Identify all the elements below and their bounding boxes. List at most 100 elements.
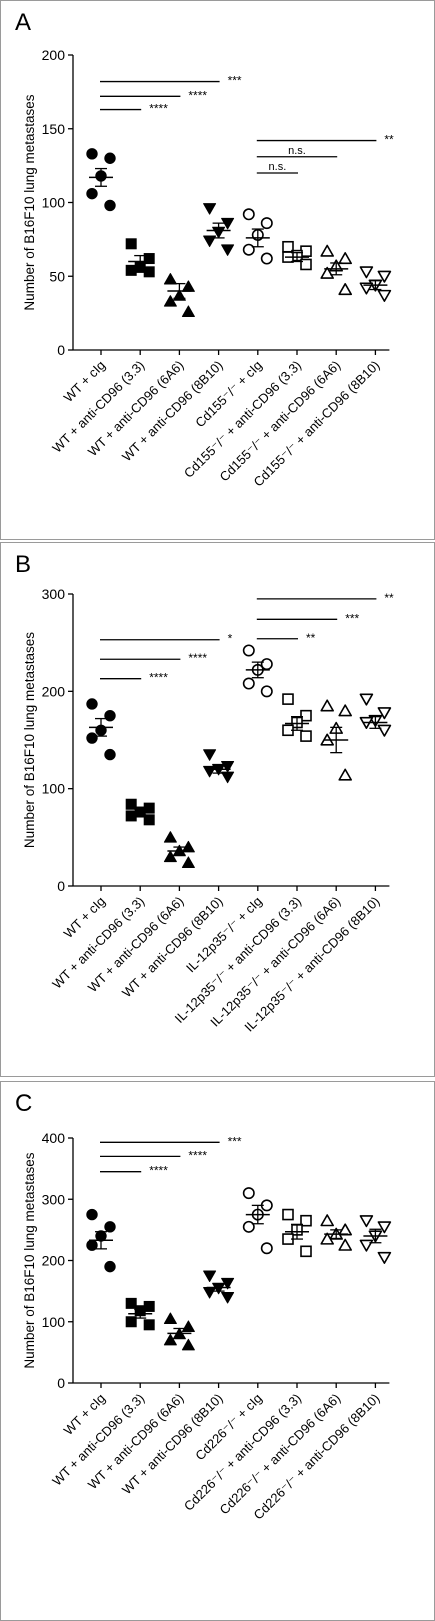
panel-label: B [15, 551, 32, 578]
panel-b: B 0 100 200 300 Number of B16F10 lung metast… [0, 542, 435, 1077]
data-point [143, 266, 155, 278]
data-point [320, 699, 334, 712]
y-tick-label: 100 [42, 195, 66, 211]
data-point [125, 238, 137, 250]
significance-label: ** [384, 133, 394, 147]
data-point [163, 273, 177, 285]
y-tick-label: 300 [42, 1191, 66, 1207]
panel-label: C [15, 1090, 33, 1117]
data-point [104, 199, 116, 212]
data-point [377, 270, 392, 283]
data-point [282, 1208, 294, 1221]
data-point [300, 1214, 312, 1227]
y-tick-label: 0 [57, 878, 65, 894]
data-point [203, 749, 217, 761]
y-tick-label: 300 [42, 586, 66, 602]
data-point [203, 235, 217, 248]
data-point [242, 644, 255, 657]
y-tick-label: 400 [42, 1130, 66, 1146]
data-point [203, 203, 217, 215]
data-point [181, 856, 195, 868]
significance-label: *** [228, 1134, 242, 1148]
data-point [242, 1220, 255, 1233]
significance-label: *** [228, 74, 242, 88]
data-point [163, 1333, 177, 1346]
data-point [125, 810, 137, 822]
data-point [300, 258, 312, 271]
data-point [221, 244, 235, 256]
data-point [338, 768, 352, 781]
panel-label: A [15, 9, 32, 36]
data-point [163, 1312, 177, 1324]
data-point [125, 1316, 137, 1328]
data-point [181, 1338, 195, 1351]
data-point [260, 1242, 273, 1255]
data-point [143, 814, 155, 826]
data-point [125, 264, 137, 276]
data-point [338, 1238, 352, 1251]
y-tick-label: 50 [49, 268, 65, 284]
data-point [104, 1260, 116, 1273]
y-tick-label: 200 [42, 47, 66, 63]
data-point [203, 1287, 217, 1299]
y-tick-label: 200 [42, 683, 66, 699]
data-point [377, 1251, 392, 1264]
data-point [359, 693, 374, 706]
data-point [338, 704, 352, 717]
significance-label: **** [149, 1164, 168, 1178]
significance-label: n.s. [288, 145, 306, 157]
data-point [86, 1208, 98, 1221]
significance-label: **** [149, 102, 168, 116]
significance-label: **** [188, 1148, 207, 1162]
y-axis-label: Number of B16F10 lung metastases [22, 94, 37, 310]
data-point [125, 798, 137, 810]
significance-label: ** [306, 631, 316, 645]
data-point [181, 1320, 195, 1332]
significance-label: *** [345, 611, 359, 625]
data-point [377, 724, 392, 737]
data-point [181, 280, 195, 292]
significance-label: n.s. [269, 161, 287, 173]
data-point [377, 707, 392, 720]
y-axis-label: Number of B16F10 lung metastases [22, 1152, 37, 1368]
data-point [203, 1270, 217, 1283]
data-point [359, 266, 374, 279]
significance-label: * [228, 632, 233, 646]
chart-a: 0 50 100 150 200 Number of B16F10 lung metast… [22, 47, 394, 489]
y-tick-label: 100 [42, 781, 66, 797]
data-point [203, 765, 217, 778]
data-point [242, 1187, 255, 1200]
data-point [377, 289, 392, 302]
data-point [221, 771, 235, 784]
data-point [86, 187, 98, 200]
significance-label: **** [188, 88, 207, 102]
data-point [320, 244, 334, 257]
data-point [242, 677, 255, 690]
data-point [359, 1239, 374, 1252]
y-tick-label: 0 [57, 1375, 65, 1391]
data-point [320, 1214, 334, 1227]
data-point [181, 305, 195, 317]
data-point [282, 693, 294, 705]
data-point [125, 1297, 137, 1309]
data-point [300, 709, 312, 722]
data-point [242, 243, 255, 256]
data-point [242, 208, 255, 221]
data-point [104, 1221, 116, 1233]
data-point [104, 709, 116, 722]
data-point [300, 730, 312, 742]
data-point [260, 217, 273, 230]
significance-label: **** [188, 651, 207, 665]
data-point [359, 1215, 374, 1228]
data-point [338, 283, 352, 296]
data-point [359, 282, 374, 295]
chart-c: 0 100 200 300 400 Number of B16F10 lung metas… [22, 1130, 392, 1522]
data-point [260, 252, 273, 265]
significance-label: ** [384, 591, 394, 605]
data-point [377, 1221, 392, 1234]
data-point [300, 1245, 312, 1258]
y-axis-label: Number of B16F10 lung metastases [22, 632, 37, 848]
data-point [163, 295, 177, 307]
data-point [338, 252, 352, 265]
